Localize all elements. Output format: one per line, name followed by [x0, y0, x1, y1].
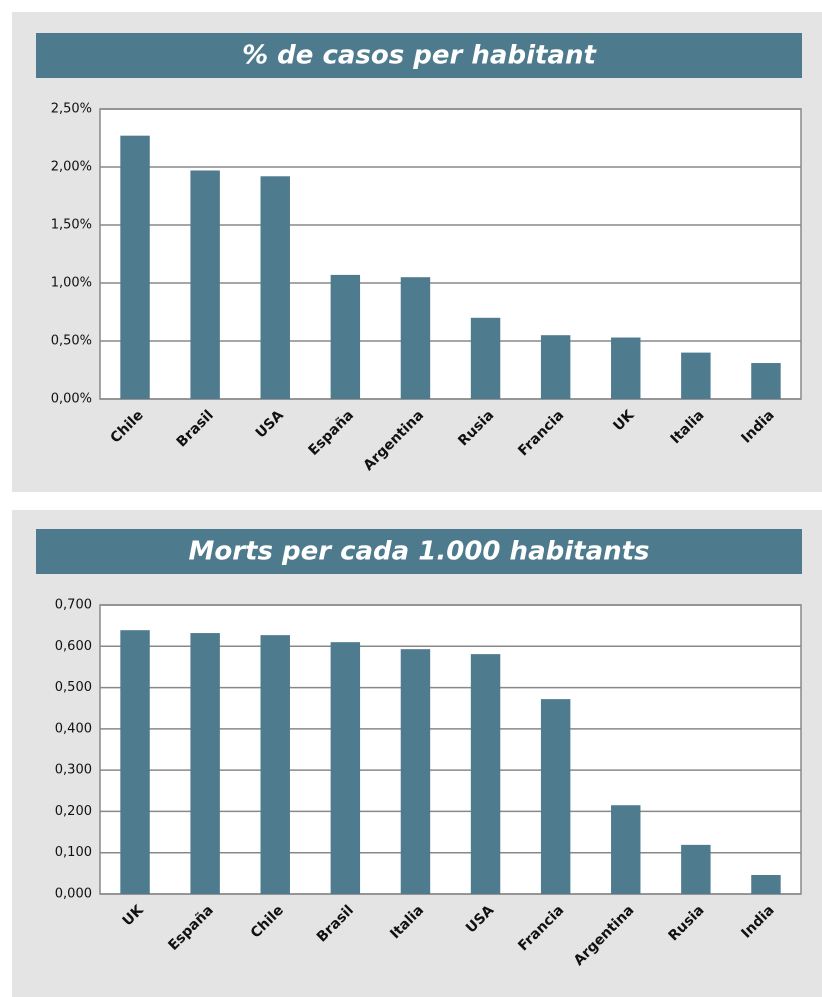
y-tick-label: 0,100: [55, 845, 92, 860]
bar: [611, 337, 641, 399]
bar: [120, 135, 150, 399]
bar: [190, 633, 220, 894]
y-tick-label: 0,700: [55, 598, 92, 613]
bar: [681, 352, 711, 399]
bar: [400, 649, 431, 894]
y-tick-label: 1,00%: [51, 276, 92, 291]
chart-title: % de casos per habitant: [242, 41, 597, 71]
bar: [540, 335, 571, 399]
bar: [260, 635, 290, 894]
y-tick-label: 1,50%: [51, 218, 92, 233]
bar: [400, 277, 431, 399]
chart-title: Morts per cada 1.000 habitants: [188, 537, 649, 567]
bar: [751, 363, 781, 399]
bar: [330, 642, 361, 894]
y-tick-label: 0,50%: [51, 334, 92, 349]
bar: [540, 699, 571, 894]
y-tick-label: 2,00%: [51, 160, 92, 175]
title-bar: [36, 529, 802, 574]
bar: [751, 875, 781, 894]
y-tick-label: 0,500: [55, 680, 92, 695]
bar: [120, 630, 150, 894]
bar: [330, 274, 361, 399]
y-tick-label: 0,600: [55, 639, 92, 654]
bar: [190, 170, 220, 399]
bar: [470, 317, 501, 399]
y-tick-label: 0,200: [55, 804, 92, 819]
bar: [470, 654, 501, 894]
y-tick-label: 0,300: [55, 763, 92, 778]
bar: [260, 176, 290, 399]
y-tick-label: 0,400: [55, 721, 92, 736]
bar: [611, 805, 641, 894]
bar: [681, 844, 711, 894]
y-tick-label: 0,00%: [51, 392, 92, 407]
y-tick-label: 0,000: [55, 887, 92, 902]
title-bar: [36, 33, 802, 78]
y-tick-label: 2,50%: [51, 102, 92, 117]
